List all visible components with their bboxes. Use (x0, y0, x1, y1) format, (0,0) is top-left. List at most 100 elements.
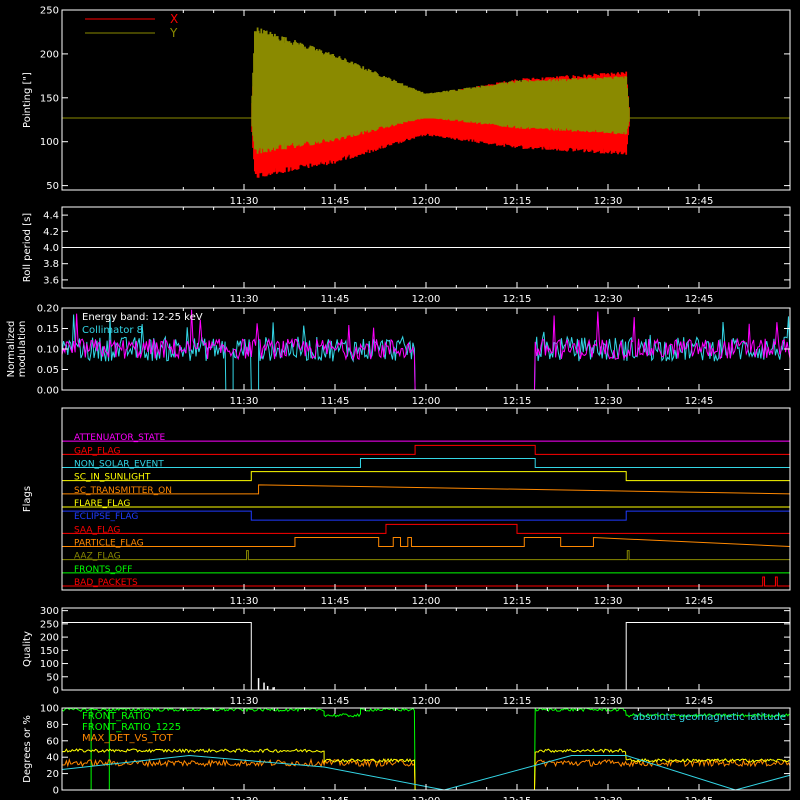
x-tick-label: 12:00 (412, 294, 441, 305)
flag-line-particle-flag (62, 536, 790, 548)
y-tick-label: 20 (46, 769, 59, 780)
flag-line-non-solar-event (62, 458, 790, 468)
y-axis-label: modulation (17, 321, 28, 378)
x-tick-label: 12:30 (594, 796, 623, 800)
y-tick-label: 4.0 (43, 243, 59, 254)
series-absolute-geomagnetic-latitude (62, 755, 790, 790)
x-tick-label: 12:00 (412, 396, 441, 407)
y-tick-label: 80 (46, 720, 59, 731)
y-tick-label: 150 (40, 646, 59, 657)
x-tick-label: 12:00 (412, 796, 441, 800)
series-front-ratio-1225 (90, 708, 110, 790)
annotation-collimator: Collimator 8 (82, 325, 143, 336)
y-axis-label: Pointing ["] (22, 72, 33, 128)
x-tick-label: 11:30 (230, 696, 259, 707)
x-tick-label: 12:15 (503, 596, 532, 607)
flag-label: ECLIPSE_FLAG (74, 512, 138, 522)
flag-label: BAD_PACKETS (74, 578, 138, 588)
y-tick-label: 0 (53, 686, 59, 697)
y-tick-label: 150 (40, 93, 59, 104)
x-tick-label: 12:45 (685, 696, 714, 707)
y-tick-label: 0.00 (37, 386, 59, 397)
y-tick-label: 100 (40, 659, 59, 670)
plot-area (62, 622, 790, 690)
y-tick-label: 100 (40, 137, 59, 148)
y-tick-label: 250 (40, 6, 59, 17)
x-tick-label: 11:30 (230, 596, 259, 607)
panel-frame (61, 407, 791, 591)
flag-line-sc-in-sunlight (62, 471, 790, 482)
x-tick-label: 11:30 (230, 294, 259, 305)
x-tick-label: 11:45 (321, 396, 350, 407)
y-tick-label: 0 (53, 786, 59, 797)
x-tick-label: 12:30 (594, 396, 623, 407)
y-axis-label: Degrees or % (22, 715, 33, 783)
y-tick-label: 3.8 (43, 259, 59, 270)
flag-label: FLARE_FLAG (74, 499, 130, 509)
x-tick-label: 11:30 (230, 796, 259, 800)
x-tick-label: 12:15 (503, 196, 532, 207)
x-tick-label: 11:45 (321, 796, 350, 800)
panel-quality (61, 607, 791, 691)
y-axis-label: Flags (22, 486, 33, 512)
plot-area (62, 708, 790, 790)
legend-label: MAX_DET_VS_TOT (82, 733, 174, 744)
x-tick-label: 12:00 (412, 196, 441, 207)
y-tick-label: 0.15 (37, 324, 59, 335)
x-tick-label: 12:30 (594, 196, 623, 207)
legend-label: Y (169, 26, 178, 40)
x-tick-label: 12:30 (594, 696, 623, 707)
y-tick-label: 50 (46, 672, 59, 683)
panel-frame (61, 607, 791, 691)
flag-line-bad-packets (62, 576, 790, 587)
legend-label: X (170, 12, 178, 26)
flag-line-eclipse-flag (62, 510, 790, 521)
y-axis-label: Normalized (6, 321, 17, 378)
x-tick-label: 11:45 (321, 596, 350, 607)
y-tick-label: 100 (40, 704, 59, 715)
flag-label: SAA_FLAG (74, 525, 120, 535)
x-tick-label: 12:30 (594, 596, 623, 607)
flag-label: SC_TRANSMITTER_ON (74, 486, 172, 496)
x-tick-label: 11:30 (230, 196, 259, 207)
series-max-det-vs-tot (62, 757, 790, 790)
y-tick-label: 250 (40, 619, 59, 630)
y-tick-label: 40 (46, 753, 59, 764)
panel-attitude (61, 707, 791, 791)
x-tick-label: 12:15 (503, 796, 532, 800)
legend-label: FRONT_RATIO (82, 711, 151, 722)
x-tick-label: 12:00 (412, 696, 441, 707)
x-tick-label: 12:15 (503, 294, 532, 305)
panel-modulation (61, 307, 791, 391)
x-tick-label: 12:15 (503, 696, 532, 707)
legend-label-latitude: absolute geomagnetic latitude (633, 712, 786, 723)
y-axis-label: Quality (22, 631, 33, 667)
flag-label: ATTENUATOR_STATE (74, 433, 166, 443)
x-tick-label: 12:45 (685, 294, 714, 305)
series-collimator-8 (62, 314, 790, 390)
annotation-energy-band: Energy band: 12-25 keV (82, 312, 203, 323)
y-tick-label: 200 (40, 49, 59, 60)
y-axis-label: Roll period [s] (22, 213, 33, 282)
y-tick-label: 3.6 (43, 275, 59, 286)
series-y (251, 27, 630, 154)
flag-line-gap-flag (62, 444, 790, 455)
y-tick-label: 0.05 (37, 365, 59, 376)
flag-line-aaz-flag (62, 550, 790, 561)
y-tick-label: 50 (46, 181, 59, 192)
y-tick-label: 0.10 (37, 345, 59, 356)
x-tick-label: 12:45 (685, 796, 714, 800)
y-tick-label: 60 (46, 736, 59, 747)
plot-area (62, 27, 790, 178)
x-tick-label: 12:45 (685, 596, 714, 607)
x-tick-label: 12:30 (594, 294, 623, 305)
y-tick-label: 0.20 (37, 304, 59, 315)
series-attitude-3 (62, 748, 790, 790)
legend-label: FRONT_RATIO_1225 (82, 722, 181, 733)
plot-area (62, 309, 790, 390)
flag-line-sc-transmitter-on (62, 484, 790, 495)
y-tick-label: 200 (40, 633, 59, 644)
flag-label: AAZ_FLAG (74, 552, 121, 562)
series-front-ratio (62, 708, 790, 790)
